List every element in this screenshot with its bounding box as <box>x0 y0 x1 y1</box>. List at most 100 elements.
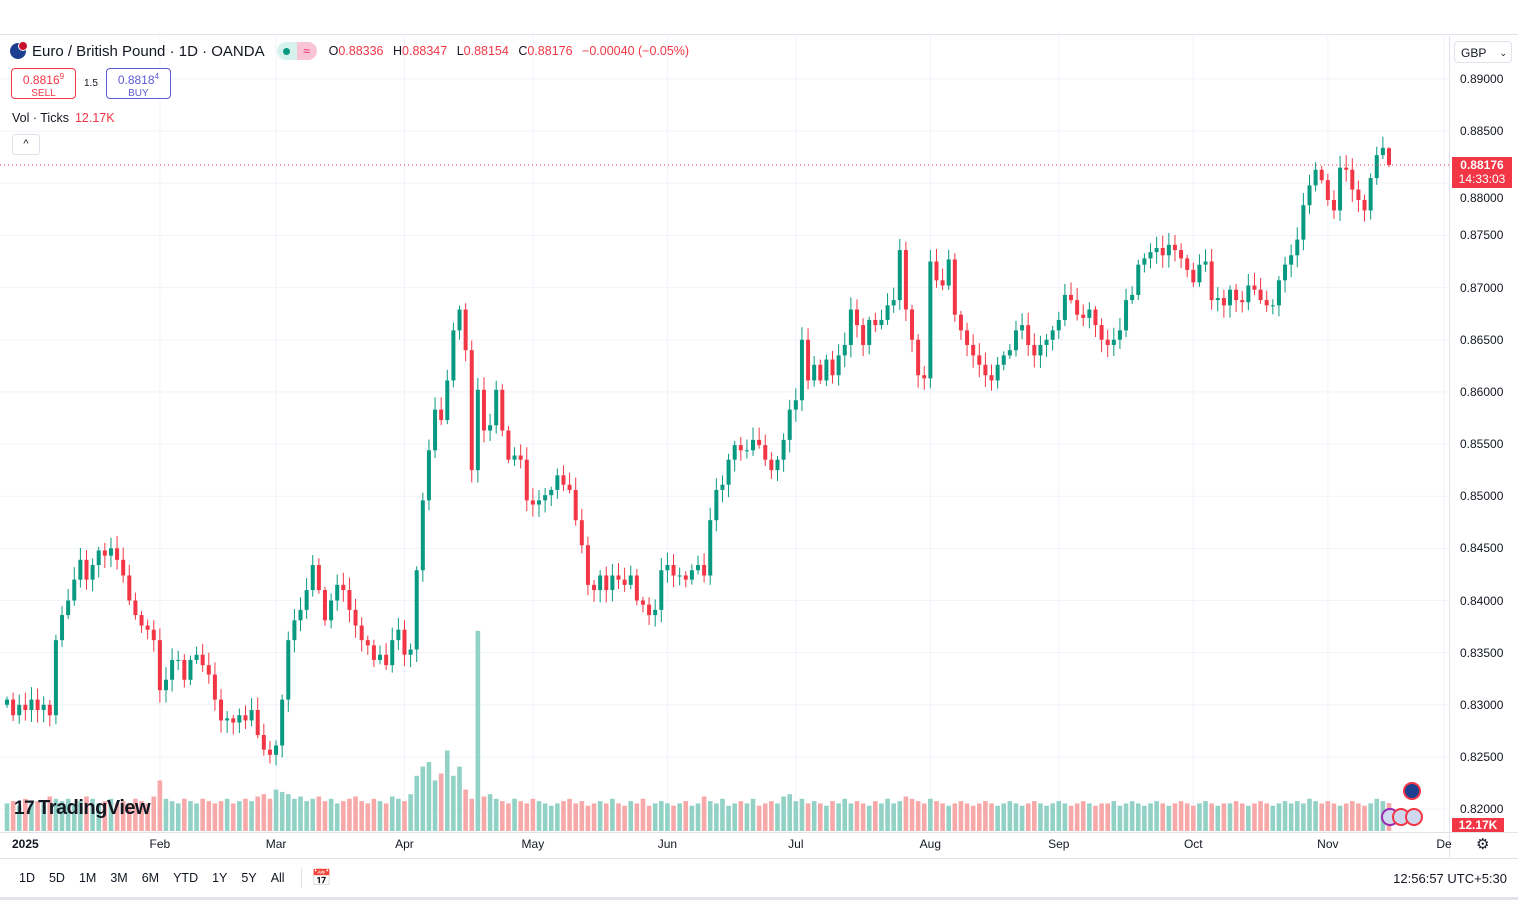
candle-body <box>445 380 450 421</box>
range-button-1d[interactable]: 1D <box>19 871 35 885</box>
price-tick-label: 0.88500 <box>1460 124 1504 139</box>
candle-body <box>1228 289 1232 306</box>
volume-bar <box>261 794 267 831</box>
volume-bar <box>500 801 505 831</box>
year-label: 2025 <box>12 837 39 851</box>
volume-bar <box>1093 805 1098 831</box>
volume-bar <box>1056 801 1062 831</box>
candle-body <box>781 439 786 460</box>
sell-price: 0.8816 <box>22 73 60 87</box>
currency-select[interactable]: GBP ⌄ <box>1454 41 1512 63</box>
candle-body <box>1234 289 1239 301</box>
current-volume-label: 12.17K <box>1452 818 1504 832</box>
volume-bar <box>426 762 432 831</box>
volume-bar <box>640 798 646 831</box>
candle-body <box>806 339 811 381</box>
change-value: −0.00040 (−0.05%) <box>582 44 690 58</box>
volume-bar <box>84 796 89 831</box>
market-status-pill[interactable]: ≈ <box>276 42 317 60</box>
candle-body <box>225 718 230 721</box>
candle-body <box>1185 258 1190 270</box>
range-button-1y[interactable]: 1Y <box>212 871 228 885</box>
volume-bar <box>1068 805 1074 831</box>
range-button-5y[interactable]: 5Y <box>241 871 257 885</box>
candle-body <box>695 565 700 571</box>
volume-legend[interactable]: Vol · Ticks 12.17K <box>12 111 115 125</box>
volume-bar <box>469 798 475 831</box>
volume-bar <box>1032 801 1037 831</box>
logo-text: TradingView <box>38 797 151 819</box>
volume-bar <box>622 805 627 831</box>
volume-bar <box>548 805 554 831</box>
price-tick-label: 0.85500 <box>1460 437 1504 452</box>
candle-body <box>41 704 46 711</box>
volume-bar <box>830 801 835 831</box>
volume-bar <box>438 773 444 831</box>
volume-bar <box>1135 803 1141 831</box>
price-tick-label: 0.83000 <box>1460 697 1504 712</box>
clock[interactable]: 12:56:57 UTC+5:30 <box>1393 871 1507 886</box>
volume-bar <box>487 794 493 831</box>
candle-body <box>524 459 529 501</box>
volume-bar <box>946 805 952 831</box>
buy-button[interactable]: 0.88184 BUY <box>105 68 171 99</box>
volume-bar <box>65 798 71 831</box>
volume-bar <box>873 801 878 831</box>
volume-bar <box>365 803 371 831</box>
candle-body <box>1056 319 1061 331</box>
candle-body <box>622 579 627 585</box>
month-label: Oct <box>1183 837 1203 851</box>
range-button-all[interactable]: All <box>270 871 285 885</box>
range-button-5d[interactable]: 5D <box>48 871 65 885</box>
volume-bar <box>1350 801 1355 831</box>
volume-bar <box>1209 803 1214 831</box>
settings-gear-icon[interactable]: ⚙ <box>1476 836 1490 853</box>
tradingview-logo[interactable]: 17 TradingView <box>14 797 151 820</box>
candle-body <box>176 659 181 661</box>
sell-button[interactable]: 0.88169 SELL <box>11 68 76 99</box>
candle-body <box>561 475 566 485</box>
volume-bar <box>78 801 83 831</box>
candle-body <box>1172 244 1177 251</box>
candle-body <box>53 640 58 716</box>
time-axis[interactable] <box>0 832 1518 859</box>
candle-body <box>1344 167 1349 170</box>
collapse-legend-button[interactable]: ^ <box>12 134 40 155</box>
uk-event-icon[interactable] <box>1405 808 1423 826</box>
volume-bar <box>71 803 77 831</box>
volume-bar <box>1252 803 1257 831</box>
volume-bar <box>536 801 542 831</box>
candle-body <box>592 584 597 591</box>
volume-bar <box>1105 803 1110 831</box>
candle-body <box>1038 344 1043 356</box>
symbol-title[interactable]: Euro / British Pound · 1D · OANDA <box>32 42 265 60</box>
price-tick-label: 0.86500 <box>1460 332 1504 347</box>
range-button-6m[interactable]: 6M <box>141 871 160 885</box>
volume-bar <box>634 803 640 831</box>
volume-bar <box>475 630 481 831</box>
candle-body <box>897 250 902 301</box>
candle-body <box>1062 294 1067 320</box>
range-button-3m[interactable]: 3M <box>110 871 128 885</box>
low-value: 0.88154 <box>463 44 509 58</box>
range-button-1m[interactable]: 1M <box>78 871 97 885</box>
calendar-icon[interactable]: 📅 <box>311 870 332 887</box>
candle-body <box>910 309 915 340</box>
low-label: L <box>456 44 464 58</box>
volume-bar <box>1025 803 1031 831</box>
eu-event-icon[interactable] <box>1403 782 1421 800</box>
candle-body <box>451 330 456 381</box>
volume-bar <box>1246 805 1251 831</box>
candle-body <box>1258 289 1263 301</box>
candle-body <box>891 300 896 306</box>
candle-body <box>530 500 535 505</box>
volume-bar <box>163 798 169 831</box>
current-price-label: 0.88176 14:33:03 <box>1452 157 1512 188</box>
volume-bar <box>603 803 609 831</box>
range-button-ytd[interactable]: YTD <box>173 871 199 885</box>
candle-body <box>665 565 670 571</box>
candle-body <box>1075 300 1080 315</box>
candle-body <box>714 489 719 521</box>
volume-bar <box>175 803 181 831</box>
